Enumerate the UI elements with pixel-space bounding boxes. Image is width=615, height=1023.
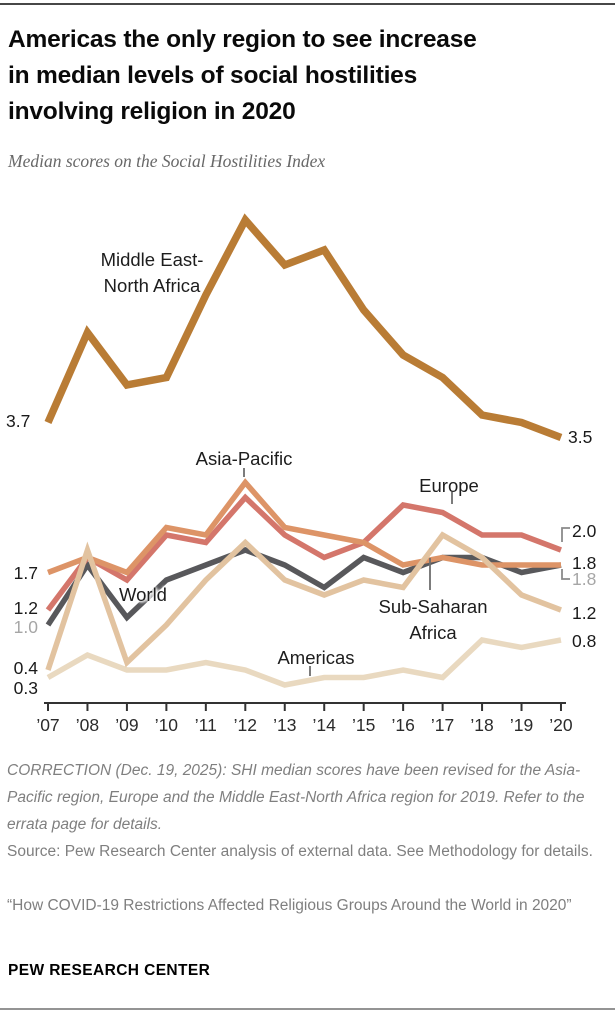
europe-end-label-bracket (561, 527, 570, 542)
series-label-sub-saharan-africa: Sub-Saharan Africa (378, 594, 487, 646)
world-end-label-bracket (561, 569, 570, 580)
x-axis-label: ’17 (431, 715, 454, 735)
series-line-europe (45, 493, 562, 612)
value-label-europe-2007: 1.2 (13, 598, 38, 618)
shi-line-chart: ’07 ’08 ’09 ’10 ’11 ’12 ’13 ’14 ’15 ’16 ’17 ’18 ’19 ’… (0, 190, 615, 740)
value-label-mena-2020: 3.5 (568, 427, 593, 447)
x-axis-label: ’14 (313, 715, 337, 735)
value-label-europe-2020: 2.0 (572, 521, 597, 541)
x-axis-label: ’19 (510, 715, 533, 735)
top-border (0, 3, 615, 5)
title-line-1: Americas the only region to see increase (8, 26, 477, 53)
x-axis-label: ’10 (155, 715, 179, 735)
x-axis-label: ’08 (76, 715, 99, 735)
value-label-asia-pacific-2007: 1.7 (13, 563, 38, 583)
value-label-asia-pacific-2020: 1.8 (572, 553, 597, 573)
bottom-border (0, 1008, 615, 1010)
series-label-world: World (119, 584, 167, 605)
value-label-mena-2007: 3.7 (6, 411, 31, 431)
x-axis-label: ’12 (234, 715, 257, 735)
series-label-asia-pacific: Asia-Pacific (195, 448, 293, 469)
series-line-middle-east-north-africa (44, 213, 563, 442)
value-label-world-2007: 1.0 (13, 617, 38, 637)
mena-label-line-1: Middle East- (100, 249, 204, 270)
series-label-americas: Americas (277, 647, 355, 668)
series-line-americas (46, 637, 562, 688)
series-line-asia-pacific (47, 478, 561, 576)
x-axis-label: ’07 (36, 715, 59, 735)
correction-note: CORRECTION (Dec. 19, 2025): SHI median s… (7, 762, 585, 833)
value-label-ssa-2020: 1.2 (572, 603, 597, 623)
title-line-2: in median levels of social hostilities (8, 62, 418, 89)
chart-subtitle: Median scores on the Social Hostilities … (8, 151, 326, 171)
series-line-world (45, 547, 562, 627)
x-axis-label: ’13 (273, 715, 296, 735)
series-label-mena: Middle East- North Africa (101, 247, 204, 299)
page-title: Americas the only region to see increase… (8, 22, 610, 130)
series-label-europe: Europe (419, 475, 479, 496)
chart-canvas: ’07 ’08 ’09 ’10 ’11 ’12 ’13 ’14 ’15 ’16 ’17 ’18 ’19 ’… (36, 213, 573, 735)
value-label-ssa-2007: 0.4 (13, 658, 38, 678)
x-axis-label: ’11 (195, 715, 217, 735)
title-line-3: involving religion in 2020 (8, 98, 296, 125)
series-line-sub-saharan-africa (45, 531, 562, 671)
pew-research-center-logo: PEW RESEARCH CENTER (8, 962, 211, 979)
x-axis-label: ’16 (391, 715, 414, 735)
ssa-label-line-2: Africa (409, 622, 457, 643)
value-label-americas-2007: 0.3 (13, 678, 38, 698)
report-title: “How COVID-19 Restrictions Affected Reli… (7, 897, 572, 914)
x-axis-label: ’09 (115, 715, 138, 735)
x-axis-label: ’15 (352, 715, 375, 735)
x-axis-label: ’18 (470, 715, 493, 735)
value-label-world-2020: 1.8 (572, 569, 597, 589)
ssa-label-line-1: Sub-Saharan (378, 596, 488, 617)
mena-label-line-2: North Africa (103, 275, 201, 296)
value-label-americas-2020: 0.8 (572, 631, 597, 651)
source-note: Source: Pew Research Center analysis of … (7, 843, 593, 860)
x-axis-label: ’20 (549, 715, 573, 735)
